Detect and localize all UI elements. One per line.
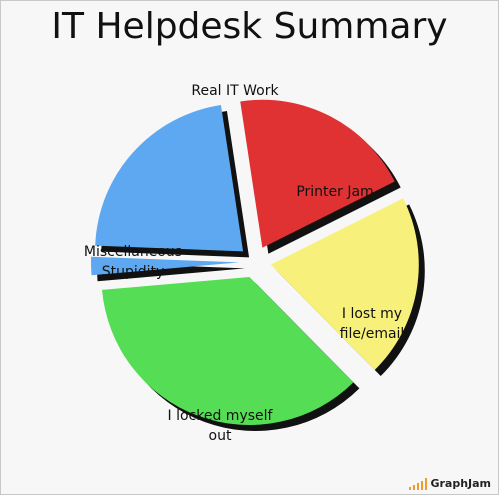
slice-label: Real IT Work <box>191 83 279 99</box>
pie-slice-i-locked-myself-out <box>270 198 419 370</box>
slice-label: I locked myself out <box>168 408 274 444</box>
pie-slice-printer-jam <box>95 104 244 252</box>
pie-slice-miscellaneous-stupidity <box>102 277 354 426</box>
slice-label: I lost my file/email <box>340 306 405 342</box>
pie-slice-i-lost-my-file-email <box>240 99 395 248</box>
pie-slice-real-it-work <box>91 256 240 276</box>
brand-name: GraphJam <box>430 477 491 490</box>
bar-chart-icon <box>409 478 428 490</box>
slice-label: Miscellaneous Stupidity <box>84 244 182 280</box>
chart-title: IT Helpdesk Summary <box>51 6 448 47</box>
slice-label: Printer Jam <box>296 184 373 200</box>
slice-labels: Real IT Work Printer Jam I lost my file/ema… <box>84 83 404 444</box>
graphjam-logo: GraphJam <box>409 476 491 490</box>
slices <box>91 99 419 426</box>
